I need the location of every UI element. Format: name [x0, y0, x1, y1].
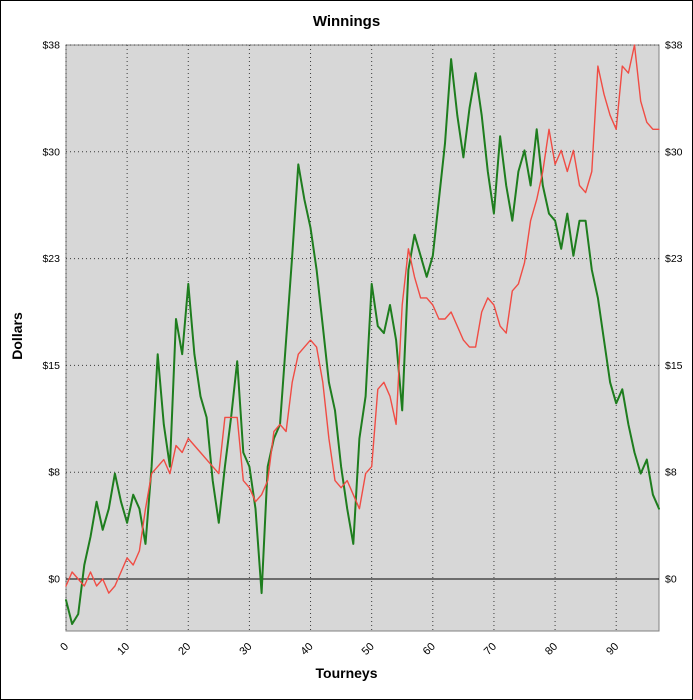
x-tick-label: 40: [299, 641, 316, 658]
x-tick-label: 60: [421, 641, 438, 658]
x-tick-label: 0: [58, 641, 71, 654]
y-tick-label-right: $23: [665, 253, 683, 265]
series-red-line: [65, 44, 660, 594]
plot-area: [65, 44, 660, 632]
x-tick-label: 20: [176, 641, 193, 658]
x-tick-label: 80: [543, 641, 560, 658]
y-tick-label-left: $30: [42, 146, 60, 158]
y-tick-label-right: $0: [665, 574, 677, 586]
x-tick-label: 30: [237, 641, 254, 658]
x-tick-label: 90: [604, 641, 621, 658]
y-tick-label-right: $15: [665, 360, 683, 372]
y-tick-label-left: $23: [42, 253, 60, 265]
y-tick-label-left: $15: [42, 360, 60, 372]
chart-title: Winnings: [312, 13, 381, 30]
x-tick-label: 10: [115, 641, 132, 658]
y-tick-label-right: $30: [665, 146, 683, 158]
x-axis-title: Tourneys: [315, 665, 378, 681]
y-tick-label-right: $38: [665, 40, 683, 52]
y-tick-label-left: $8: [48, 467, 60, 479]
y-tick-label-left: $38: [42, 40, 60, 52]
x-tick-label: 50: [360, 641, 377, 658]
y-tick-label-right: $8: [665, 467, 677, 479]
y-tick-label-left: $0: [48, 574, 60, 586]
series-green-line: [65, 58, 660, 625]
x-tick-label: 70: [482, 641, 499, 658]
